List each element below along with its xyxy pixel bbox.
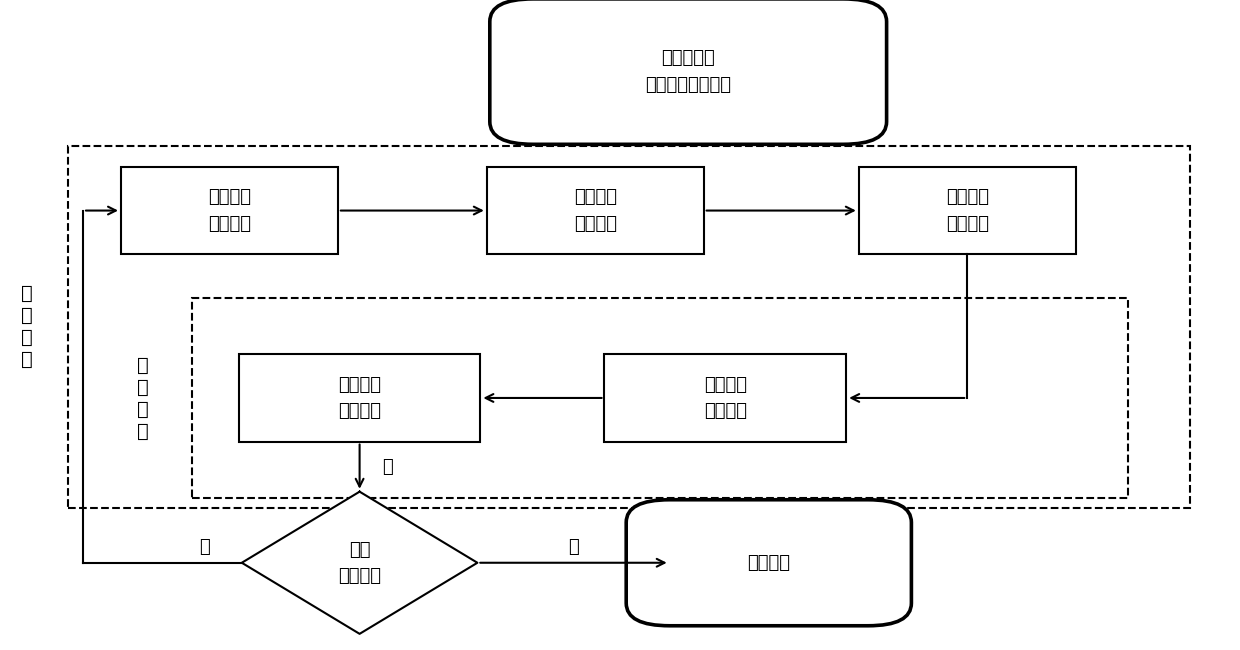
Text: 是: 是 [568, 538, 579, 556]
FancyBboxPatch shape [626, 500, 911, 626]
Bar [238, 354, 480, 441]
Text: 狼王产生: 狼王产生 [748, 554, 790, 572]
Text: 胜者为王
头狼更新: 胜者为王 头狼更新 [704, 376, 746, 420]
Text: 是: 是 [382, 458, 393, 476]
Text: 狼
群
行
为: 狼 群 行 为 [21, 285, 33, 369]
Bar [68, 146, 1190, 508]
Text: 优胜劣败
狼群更新: 优胜劣败 狼群更新 [339, 376, 381, 420]
Text: 狼群的生成
头狼、探狼、猛狼: 狼群的生成 头狼、探狼、猛狼 [645, 49, 732, 94]
Text: 否: 否 [200, 538, 210, 556]
Bar [192, 298, 1128, 498]
Text: 探狼游走
搜寻猎物: 探狼游走 搜寻猎物 [208, 188, 250, 233]
Text: 准
则
狼
群: 准 则 狼 群 [136, 356, 149, 441]
FancyBboxPatch shape [490, 0, 887, 144]
Bar [604, 354, 846, 441]
Text: 头狼猛狼
联合围攻: 头狼猛狼 联合围攻 [946, 188, 988, 233]
Bar [858, 167, 1076, 254]
Polygon shape [242, 491, 477, 634]
Text: 头狼召唤
猛狼奔袭: 头狼召唤 猛狼奔袭 [574, 188, 616, 233]
Text: 满足
终止条件: 满足 终止条件 [339, 541, 381, 585]
Bar [486, 167, 703, 254]
Bar [122, 167, 337, 254]
